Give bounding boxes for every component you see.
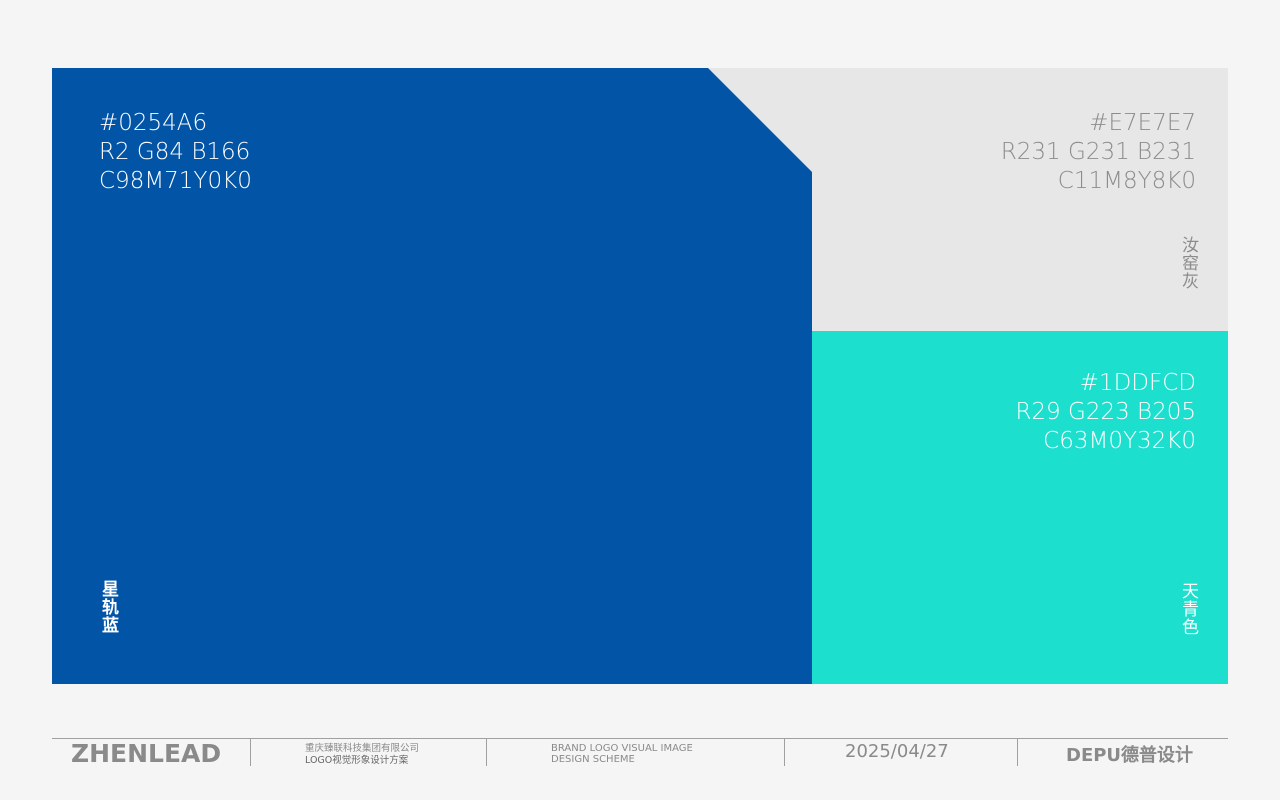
company-block: 重庆臻联科技集团有限公司 LOGO视觉形象设计方案: [305, 743, 419, 767]
scheme-line: BRAND LOGO VISUAL IMAGE: [551, 743, 693, 754]
color-name: 天青色: [1178, 582, 1198, 636]
studio: DEPU德普设计: [1066, 745, 1194, 766]
brand: ZHENLEAD: [71, 739, 222, 768]
teal-codes: #1DDFCD R29 G223 B205 C63M0Y32K0: [1015, 369, 1196, 456]
rgb: R231 G231 B231: [1000, 139, 1196, 165]
hex: #E7E7E7: [1089, 110, 1196, 136]
divider: [1017, 738, 1018, 766]
gray-codes: #E7E7E7 R231 G231 B231 C11M8Y8K0: [1001, 109, 1196, 196]
rgb: R29 G223 B205: [1015, 399, 1196, 425]
color-name: 星轨蓝: [98, 580, 118, 634]
divider: [784, 738, 785, 766]
cmyk: C63M0Y32K0: [1043, 428, 1196, 454]
project: LOGO视觉形象设计方案: [305, 755, 409, 766]
color-name: 汝窑灰: [1178, 236, 1198, 290]
footer-rule: [52, 738, 1228, 739]
cmyk: C98M71Y0K0: [99, 168, 252, 194]
date: 2025/04/27: [845, 741, 949, 762]
swatch-blue: [52, 68, 812, 684]
company: 重庆臻联科技集团有限公司: [305, 743, 420, 754]
rgb: R2 G84 B166: [99, 139, 251, 165]
cmyk: C11M8Y8K0: [1057, 168, 1196, 194]
swatch-teal: [812, 331, 1228, 684]
hex: #1DDFCD: [1079, 370, 1196, 396]
scheme-line: DESIGN SCHEME: [551, 754, 635, 765]
hex: #0254A6: [99, 110, 208, 136]
divider: [250, 738, 251, 766]
divider: [486, 738, 487, 766]
blue-codes: #0254A6 R2 G84 B166 C98M71Y0K0: [99, 109, 252, 196]
scheme-block: BRAND LOGO VISUAL IMAGE DESIGN SCHEME: [551, 743, 693, 765]
